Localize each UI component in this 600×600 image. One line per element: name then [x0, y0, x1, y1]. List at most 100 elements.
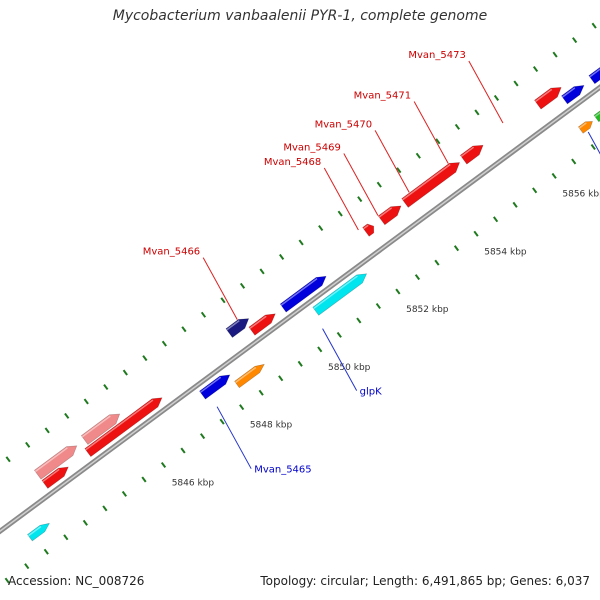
gene-feature-highlight [460, 146, 475, 158]
gene-feature [279, 275, 327, 313]
gene-feature [80, 413, 121, 445]
inner-tick [160, 461, 167, 469]
gene-label: Mvan_5468 [264, 157, 321, 168]
outer-tick [435, 138, 441, 145]
inner-tick [219, 418, 225, 425]
inner-tick [24, 563, 30, 570]
outer-tick [552, 51, 558, 58]
gene-feature [33, 445, 78, 480]
scale-label: 5856 kbp [562, 189, 600, 199]
gene-feature-highlight [578, 122, 587, 129]
inner-tick [63, 534, 69, 541]
gene-feature-highlight [313, 275, 358, 310]
leader-line [216, 406, 252, 469]
gene-feature-highlight [85, 399, 154, 451]
inner-tick [395, 288, 401, 295]
outer-tick [5, 456, 11, 463]
outer-tick [103, 384, 109, 391]
outer-tick [181, 326, 187, 333]
gene-feature [401, 162, 461, 208]
scale-label: 5848 kbp [250, 421, 293, 431]
inner-tick [317, 346, 323, 353]
outer-tick [474, 109, 480, 116]
outer-tick [298, 239, 304, 246]
leader-line [343, 153, 379, 216]
gene-feature [377, 205, 402, 226]
outer-tick [25, 441, 31, 448]
inner-tick [551, 172, 557, 179]
outer-tick [200, 311, 207, 318]
gene-feature-highlight [378, 207, 393, 218]
gene-label: Mvan_5473 [408, 50, 465, 61]
inner-tick [239, 404, 245, 411]
gene-feature [312, 273, 368, 316]
gene-label: Mvan_5471 [354, 90, 411, 101]
gene-feature-highlight [594, 111, 600, 118]
map-title: Mycobacterium vanbaalenii PYR-1, complet… [112, 8, 488, 24]
outer-tick [572, 37, 578, 44]
gene-feature-highlight [34, 447, 68, 473]
outer-tick [532, 66, 539, 73]
gene-feature-highlight [280, 278, 318, 306]
gene-feature [588, 66, 600, 85]
accession-label: Accession: NC_008726 [8, 574, 145, 588]
inner-tick [141, 476, 147, 483]
inner-tick [414, 274, 421, 281]
leader-line [468, 60, 504, 124]
outer-tick [357, 196, 363, 203]
gene-feature [84, 397, 163, 458]
inner-tick [121, 490, 128, 497]
outer-tick [396, 167, 402, 174]
gene-feature-highlight [589, 68, 600, 78]
scale-label: 5846 kbp [172, 479, 215, 489]
outer-tick [279, 253, 285, 260]
inner-tick [336, 331, 342, 338]
leader-line [202, 257, 238, 320]
gene-feature [199, 374, 231, 400]
scale-label: 5850 kbp [328, 363, 371, 373]
inner-tick [297, 360, 303, 367]
gene-feature [362, 223, 375, 237]
inner-tick [82, 519, 88, 526]
gene-feature-highlight [561, 87, 576, 98]
inner-tick [512, 201, 518, 208]
gene-feature-highlight [81, 415, 111, 438]
outer-tick [318, 225, 324, 232]
inner-tick [453, 245, 460, 252]
leader-line [413, 101, 449, 164]
inner-tick [434, 259, 440, 266]
outer-tick [259, 268, 265, 275]
outer-tick [513, 80, 519, 87]
gene-feature-highlight [402, 163, 451, 201]
gene-feature-highlight [226, 320, 240, 331]
gene-label: Mvan_5470 [315, 119, 372, 130]
inner-tick [375, 302, 381, 310]
inner-tick [180, 447, 186, 454]
genome-stats-label: Topology: circular; Length: 6,491,865 bp… [260, 574, 590, 588]
gene-label: glpK [360, 387, 382, 398]
outer-tick [122, 369, 128, 376]
outer-tick [64, 412, 70, 419]
inner-tick [43, 548, 49, 555]
gene-feature [577, 121, 593, 134]
scale-label: 5852 kbp [406, 305, 449, 315]
outer-tick [142, 355, 148, 362]
inner-tick [532, 187, 538, 194]
inner-tick [590, 143, 596, 151]
gene-feature-highlight [249, 315, 267, 329]
outer-tick [83, 398, 89, 405]
gene-feature [593, 110, 600, 123]
inner-tick [258, 389, 264, 396]
inner-tick [102, 505, 108, 512]
gene-feature-highlight [534, 88, 553, 103]
gene-feature-highlight [235, 366, 257, 384]
scale-label: 5854 kbp [484, 247, 527, 257]
inner-tick [356, 317, 362, 324]
gene-label: Mvan_5466 [143, 247, 200, 258]
gene-feature [248, 313, 276, 336]
gene-feature [41, 466, 69, 489]
inner-tick [278, 375, 284, 382]
inner-tick [571, 158, 577, 165]
gene-feature [534, 87, 562, 110]
